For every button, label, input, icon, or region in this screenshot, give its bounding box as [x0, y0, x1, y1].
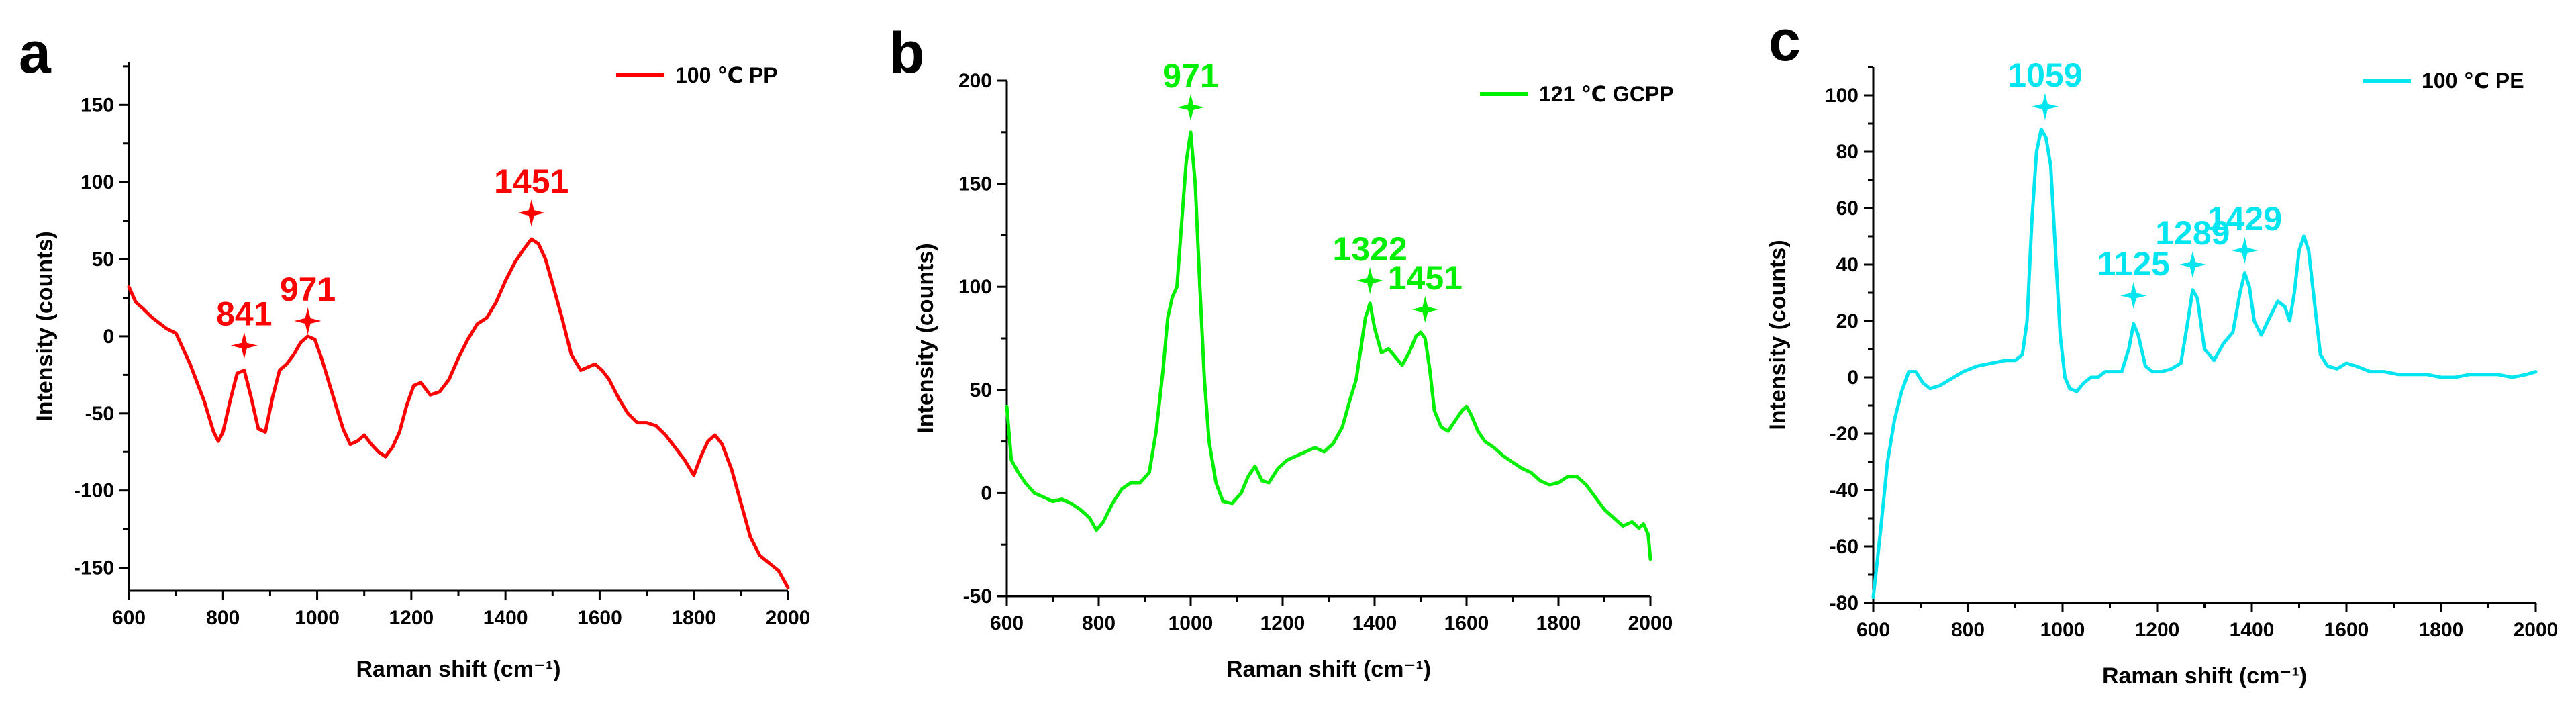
legend-label: 100 ℃ PP	[675, 63, 778, 87]
y-tick-label: -80	[1830, 592, 1859, 614]
peak-marker-star	[517, 199, 545, 227]
x-tick-label: 2000	[2514, 619, 2559, 641]
y-tick-label: 50	[92, 248, 114, 271]
peak-marker-star	[2179, 251, 2206, 278]
peak-label: 1059	[2008, 56, 2082, 94]
x-tick-label: 600	[990, 612, 1024, 634]
x-tick-label: 800	[1082, 612, 1116, 634]
y-tick-label: 0	[1847, 367, 1859, 389]
y-axis-title: Intensity (counts)	[913, 243, 938, 433]
y-tick-label: -20	[1830, 423, 1859, 445]
peak-label: 971	[280, 271, 336, 308]
peak-marker-star	[230, 332, 258, 359]
x-tick-label: 1600	[2324, 619, 2369, 641]
peak-marker-star	[294, 307, 321, 334]
y-tick-label: 100	[81, 171, 114, 193]
peak-label: 841	[216, 295, 272, 333]
peak-label: 971	[1162, 57, 1218, 95]
y-tick-label: 0	[981, 482, 992, 504]
panel-letter: c	[1769, 9, 1801, 73]
series-line-a	[127, 237, 790, 589]
x-tick-label: 2000	[1628, 612, 1673, 634]
y-tick-label: 150	[958, 173, 992, 195]
series-line-b	[1005, 130, 1652, 561]
y-tick-label: -50	[85, 403, 114, 425]
peak-label: 1322	[1333, 230, 1407, 268]
x-tick-label: 1000	[1169, 612, 1213, 634]
y-tick-label: -40	[1830, 479, 1859, 502]
peak-marker-star	[2031, 93, 2059, 120]
peak-marker-star	[1356, 267, 1384, 294]
x-tick-label: 600	[112, 607, 146, 629]
x-tick-label: 1000	[295, 607, 340, 629]
y-tick-label: 20	[1836, 310, 1859, 332]
peak-label: 1289	[2155, 214, 2230, 252]
peak-label: 1125	[2097, 245, 2170, 283]
y-tick-label: 100	[958, 276, 992, 298]
y-tick-label: -50	[963, 585, 992, 608]
x-tick-label: 1000	[2040, 619, 2085, 641]
y-tick-label: 200	[958, 70, 992, 92]
x-axis-title: Raman shift (cm⁻¹)	[2102, 663, 2307, 689]
y-tick-label: 40	[1836, 254, 1859, 276]
y-tick-label: -150	[74, 557, 114, 579]
x-tick-label: 1600	[577, 607, 622, 629]
x-tick-label: 1600	[1444, 612, 1489, 634]
x-tick-label: 800	[206, 607, 240, 629]
x-axis-title: Raman shift (cm⁻¹)	[1226, 657, 1431, 682]
chart-panel-b: b 600 800 1000 1200 1400 1600 1800 2000 -50 0 50 100…	[889, 21, 1674, 682]
peak-label: 1429	[2208, 200, 2282, 238]
x-tick-label: 1800	[1536, 612, 1581, 634]
x-axis-title: Raman shift (cm⁻¹)	[356, 657, 560, 682]
x-tick-label: 1800	[671, 607, 716, 629]
legend-label: 100 ℃ PE	[2422, 68, 2524, 93]
series-line-c	[1871, 127, 2538, 600]
y-tick-label: 100	[1825, 85, 1859, 107]
legend-label: 121 ℃ GCPP	[1539, 82, 1674, 106]
y-tick-label: -60	[1830, 536, 1859, 558]
x-tick-label: 1400	[2230, 619, 2275, 641]
peak-marker-star	[1177, 93, 1204, 121]
x-tick-label: 1400	[483, 607, 528, 629]
peak-marker-star	[2231, 237, 2259, 264]
y-tick-label: 50	[970, 379, 992, 401]
y-tick-label: 80	[1836, 141, 1859, 163]
x-tick-label: 1200	[389, 607, 434, 629]
x-tick-label: 1200	[1260, 612, 1305, 634]
y-axis-title: Intensity (counts)	[1765, 240, 1791, 430]
x-tick-label: 800	[1951, 619, 1985, 641]
x-tick-label: 1200	[2135, 619, 2180, 641]
peak-marker-star	[2120, 282, 2147, 309]
peak-label: 1451	[1388, 259, 1463, 297]
peak-marker-star	[1411, 295, 1439, 323]
y-axis-title: Intensity (counts)	[32, 231, 58, 421]
y-tick-label: 60	[1836, 197, 1859, 220]
panel-letter: a	[19, 21, 52, 85]
peak-label: 1451	[494, 162, 568, 200]
x-tick-label: 600	[1856, 619, 1890, 641]
x-tick-label: 1400	[1352, 612, 1397, 634]
y-tick-label: 0	[103, 326, 114, 348]
x-tick-label: 1800	[2419, 619, 2464, 641]
y-tick-label: -100	[74, 480, 114, 502]
x-tick-label: 2000	[766, 607, 811, 629]
y-tick-label: 150	[81, 94, 114, 116]
panel-letter: b	[889, 21, 925, 85]
